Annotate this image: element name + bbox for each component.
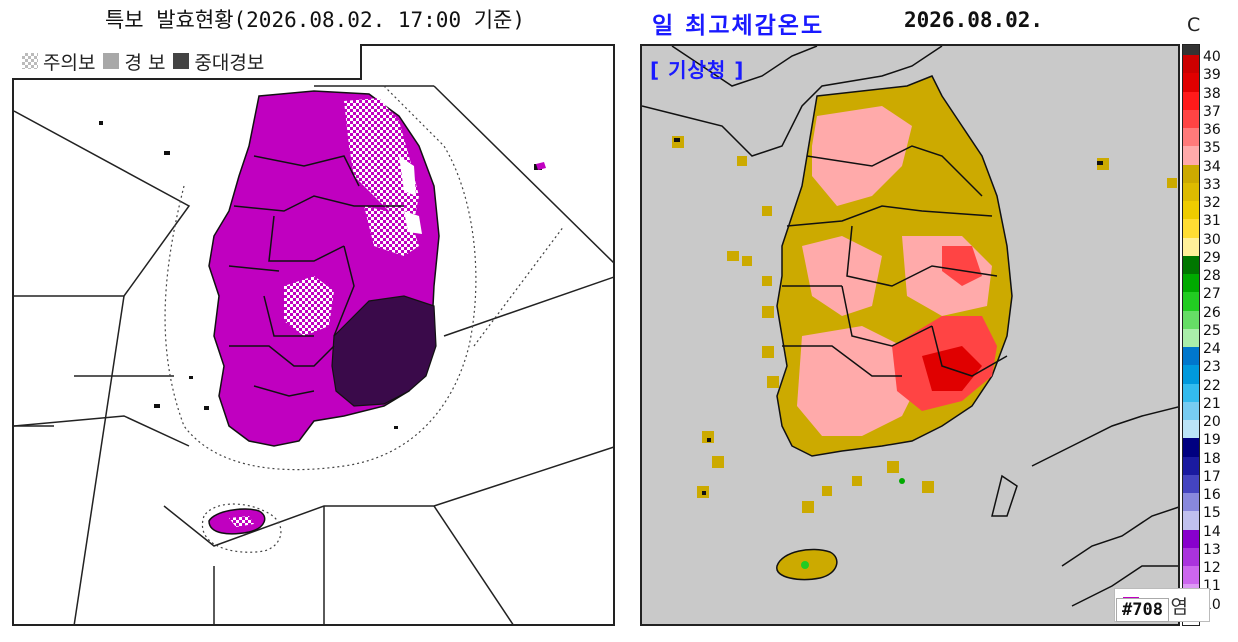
- colorbar-tick-label: 38: [1203, 85, 1221, 102]
- colorbar-cell: [1183, 237, 1199, 257]
- colorbar-tick-label: 37: [1203, 103, 1221, 120]
- colorbar-cell: [1183, 383, 1199, 403]
- province-lines: [782, 145, 1008, 377]
- colorbar-tick-label: 34: [1203, 158, 1221, 175]
- colorbar-cell: [1183, 91, 1199, 111]
- colorbar-cell: [1183, 182, 1199, 202]
- colorbar-cell: [1183, 255, 1199, 275]
- colorbar-tick-label: 32: [1203, 195, 1221, 212]
- colorbar-cell: [1183, 493, 1199, 512]
- colorbar-tick-label: 33: [1203, 176, 1221, 193]
- legend-advisory: 주의보: [22, 48, 95, 75]
- warning-legend: 주의보 경 보 중대경보: [12, 44, 362, 80]
- warning-map: [12, 44, 615, 626]
- temperature-map: [640, 44, 1180, 626]
- colorbar-cell: [1183, 328, 1199, 348]
- colorbar-tick-label: 20: [1203, 414, 1221, 431]
- colorbar-cell: [1183, 146, 1199, 166]
- colorbar-cell: [1183, 128, 1199, 147]
- legend-warning-label: 경 보: [124, 51, 166, 74]
- colorbar-tick-label: 12: [1203, 560, 1221, 577]
- legend-severe-label: 중대경보: [194, 51, 265, 74]
- colorbar-cell: [1183, 401, 1199, 421]
- gray-swatch-icon: [103, 53, 120, 69]
- colorbar-cell: [1183, 55, 1199, 74]
- colorbar-cell: [1183, 566, 1199, 585]
- colorbar-tick-label: 15: [1203, 505, 1221, 522]
- colorbar-cell: [1183, 474, 1199, 494]
- checker-swatch-icon: [22, 53, 38, 69]
- right-map-title: 일 최고체감온도: [652, 13, 825, 39]
- korea-severe-area: [331, 295, 437, 407]
- legend-severe: 중대경보: [173, 48, 264, 75]
- colorbar-tick-label: 26: [1203, 304, 1221, 321]
- colorbar-cell: [1183, 547, 1199, 567]
- colorbar-cell: [1183, 219, 1199, 239]
- legend-advisory-label: 주의보: [43, 51, 96, 74]
- island-cells: [672, 136, 1177, 513]
- colorbar-tick-label: 16: [1203, 487, 1221, 504]
- colorbar-cell: [1183, 201, 1199, 220]
- warning-map-canvas: [14, 85, 613, 624]
- colorbar-cell: [1183, 438, 1199, 458]
- colorbar-cell: [1183, 529, 1199, 549]
- colorbar-tick-label: 27: [1203, 286, 1221, 303]
- right-map-date: 2026.08.02.: [904, 8, 1044, 32]
- colorbar-tick-label: 25: [1203, 322, 1221, 339]
- hottest-areas: [922, 346, 982, 391]
- colorbar-tick-label: 21: [1203, 395, 1221, 412]
- island-outlines: [674, 138, 1103, 495]
- colorbar-cell: [1183, 109, 1199, 129]
- source-label: [ 기상청 ]: [650, 58, 745, 82]
- colorbar-tick-label: 36: [1203, 122, 1221, 139]
- colorbar-tick-label: 29: [1203, 249, 1221, 266]
- colorbar-tick-label: 14: [1203, 523, 1221, 540]
- colorbar-tick-label: 28: [1203, 268, 1221, 285]
- temperature-colorbar: [1182, 44, 1200, 626]
- colorbar-tick-label: 17: [1203, 468, 1221, 485]
- sea-zone-dotted: [164, 85, 565, 553]
- colorbar-tick-label: 24: [1203, 341, 1221, 358]
- colorbar-tick-label: 40: [1203, 49, 1221, 65]
- sea-zone-lines: [14, 85, 613, 624]
- legend-warning: 경 보: [103, 48, 165, 75]
- colorbar-tick-label: 22: [1203, 377, 1221, 394]
- colorbar-tick-label: 35: [1203, 140, 1221, 157]
- colorbar-tick-label: 31: [1203, 213, 1221, 230]
- province-boundaries: [228, 155, 404, 397]
- colorbar-tick-label: 18: [1203, 450, 1221, 467]
- colorbar-cap: [1183, 45, 1199, 55]
- korea-advisory-area: [344, 98, 419, 221]
- colorbar-cell: [1183, 420, 1199, 439]
- temperature-map-canvas: [642, 46, 1178, 607]
- colorbar-tick-label: 30: [1203, 231, 1221, 248]
- colorbar-cell: [1183, 292, 1199, 312]
- colorbar-tick-label: 19: [1203, 432, 1221, 449]
- colorbar-cell: [1183, 164, 1199, 184]
- colorbar-cell: [1183, 73, 1199, 92]
- colorbar-cell: [1183, 274, 1199, 293]
- colorbar-cell: [1183, 347, 1199, 366]
- colorbar-cell: [1183, 456, 1199, 476]
- colorbar-tick-label: 23: [1203, 359, 1221, 376]
- coastlines: [642, 46, 1178, 607]
- left-map-title: 특보 발효현황(2026.08.02. 17:00 기준): [104, 8, 526, 32]
- colorbar-tick-label: 13: [1203, 541, 1221, 558]
- colorbar-tick-label: 39: [1203, 67, 1221, 84]
- map-id-badge: #708: [1116, 598, 1169, 622]
- colorbar-unit: C: [1187, 14, 1201, 36]
- colorbar-cell: [1183, 511, 1199, 531]
- colorbar-cell: [1183, 365, 1199, 385]
- dark-swatch-icon: [173, 53, 190, 69]
- colorbar-cell: [1183, 310, 1199, 330]
